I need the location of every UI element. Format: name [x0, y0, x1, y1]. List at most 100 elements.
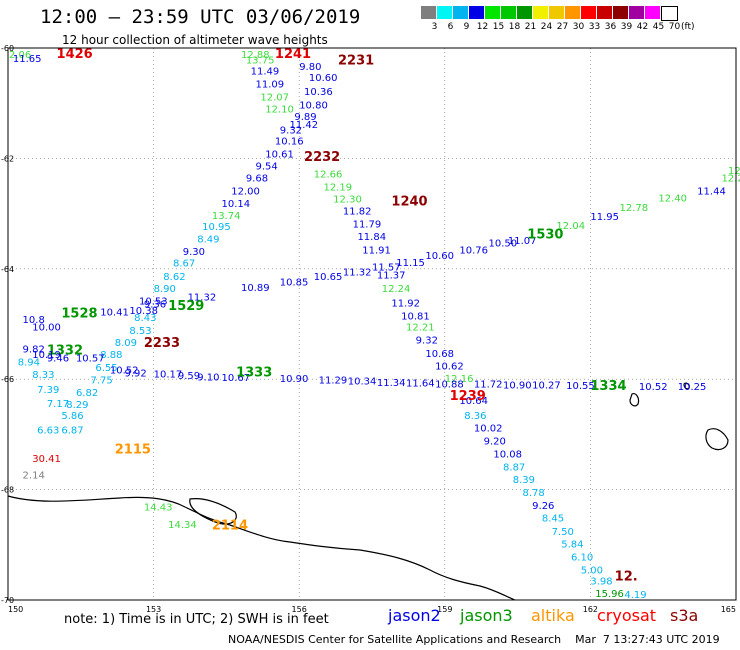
wave-height-label: 12.25: [721, 174, 740, 185]
colorbar-swatch: [517, 6, 533, 19]
wave-height-label: 11.49: [251, 66, 280, 77]
chart-title: 12:00 – 23:59 UTC 03/06/2019: [40, 6, 361, 28]
wave-height-label: 9.26: [532, 501, 554, 512]
wave-height-label: 10.02: [474, 424, 503, 435]
wave-height-label: 8.88: [100, 350, 122, 361]
colorbar-label: 27: [556, 22, 569, 32]
wave-height-label: 12.19: [323, 182, 352, 193]
wave-height-label: 10.90: [280, 374, 309, 385]
colorbar-label: 24: [540, 22, 553, 32]
wave-height-label: 10.61: [265, 149, 294, 160]
wave-height-label: 9.92: [124, 368, 146, 379]
wave-height-label: 10.55: [566, 381, 595, 392]
wave-height-label: 6.82: [76, 388, 98, 399]
wave-height-label: 11.95: [590, 212, 619, 223]
wave-height-label: 12.40: [658, 193, 687, 204]
wave-height-label: 9.30: [183, 247, 205, 258]
wave-height-label: 10.89: [241, 283, 270, 294]
colorbar-swatch: [645, 6, 661, 19]
wave-height-label: 11.65: [13, 54, 42, 65]
wave-height-label: 30.41: [32, 454, 61, 465]
wave-height-label: 8.33: [32, 370, 54, 381]
wave-height-label: 11.82: [343, 207, 372, 218]
wave-height-label: 10.60: [309, 73, 338, 84]
wave-height-label: 12.07: [260, 92, 289, 103]
colorbar-swatch: [437, 6, 453, 19]
colorbar-label: 3: [431, 22, 438, 32]
wave-height-label: 10.25: [678, 382, 707, 393]
wave-height-label: 8.39: [513, 475, 535, 486]
wave-height-label: 10.52: [110, 366, 139, 377]
wave-height-label: 12.16: [445, 374, 474, 385]
pass-time-label: 2233: [144, 336, 180, 351]
wave-height-label: 8.49: [197, 234, 219, 245]
wave-height-label: 11.29: [319, 376, 348, 387]
wave-height-label: 5.86: [61, 411, 83, 422]
wave-height-label: 11.72: [474, 379, 503, 390]
wave-height-label: 11.32: [343, 267, 372, 278]
wave-height-label: 10.80: [299, 101, 328, 112]
wave-height-label: 11.44: [697, 186, 726, 197]
wave-height-label: 12.21: [406, 323, 435, 334]
pass-time-label: 1426: [57, 47, 93, 62]
island: [629, 393, 640, 407]
wave-height-label: 7.75: [91, 376, 113, 387]
pass-time-label: 1333: [236, 365, 272, 380]
wave-height-label: 15.96: [595, 589, 624, 600]
wave-height-label: 10.14: [222, 199, 251, 210]
pass-time-label: 1529: [168, 299, 204, 314]
wave-height-label: 9.10: [197, 372, 219, 383]
wave-height-label: 6.55: [95, 363, 117, 374]
wave-height-label: 12.00: [231, 186, 260, 197]
wave-height-label: 7.50: [552, 527, 574, 538]
wave-height-label: 11.32: [188, 292, 217, 303]
wave-height-label: 10.08: [493, 450, 522, 461]
wave-height-label: 8.67: [173, 259, 195, 270]
colorbar-label: 15: [492, 22, 505, 32]
wave-height-label: 11.34: [377, 378, 406, 389]
wave-height-label: 6.63: [37, 425, 59, 436]
colorbar-swatch: [501, 6, 517, 19]
wave-height-label: 10.95: [202, 222, 231, 233]
wave-height-label: 9.82: [23, 345, 45, 356]
wave-height-label: 10.60: [425, 251, 454, 262]
wave-height-label: 10.53: [139, 297, 168, 308]
wave-height-label: 12.03: [728, 166, 740, 177]
wave-height-label: 2.06: [9, 50, 31, 61]
island: [683, 382, 690, 390]
wave-height-label: 10.90: [503, 381, 532, 392]
legend-entry-s3a: s3a: [670, 606, 699, 625]
wave-height-label: 12.24: [382, 284, 411, 295]
pass-time-label: 1239: [450, 389, 486, 404]
colorbar-swatch: [549, 6, 565, 19]
colorbar-swatch: [485, 6, 501, 19]
wave-height-label: 10.76: [459, 245, 488, 256]
pass-time-label: 1241: [275, 47, 311, 62]
wave-height-label: 12.88: [241, 50, 270, 61]
wave-height-label: 6.10: [571, 552, 593, 563]
wave-height-label: 9.54: [256, 161, 278, 172]
x-tick-label: 159: [437, 605, 452, 614]
wave-height-label: 11.15: [396, 258, 425, 269]
wave-height-label: 10.41: [100, 308, 129, 319]
chart-subtitle: 12 hour collection of altimeter wave hei…: [62, 33, 328, 47]
colorbar-swatch: [533, 6, 549, 19]
wave-height-label: 10.19: [32, 350, 61, 361]
wave-height-label: 9.32: [280, 126, 302, 137]
colorbar-label: 70: [668, 22, 681, 32]
wave-height-label: 12.78: [620, 203, 649, 214]
wave-height-label: 6.87: [61, 425, 83, 436]
colorbar-swatch: [597, 6, 613, 19]
colorbar-swatch: [421, 6, 437, 19]
wave-height-label: 12.10: [265, 105, 294, 116]
colorbar-swatch: [629, 6, 645, 19]
wave-height-label: 10.36: [304, 87, 333, 98]
wave-height-label: 11.64: [406, 378, 435, 389]
x-tick-label: 153: [146, 605, 161, 614]
wave-height-label: 7.39: [37, 385, 59, 396]
wave-height-label: 11.42: [289, 120, 318, 131]
wave-height-label: 10.38: [129, 306, 158, 317]
pass-time-label: 1240: [391, 194, 427, 209]
wave-height-label: 13.75: [246, 55, 275, 66]
